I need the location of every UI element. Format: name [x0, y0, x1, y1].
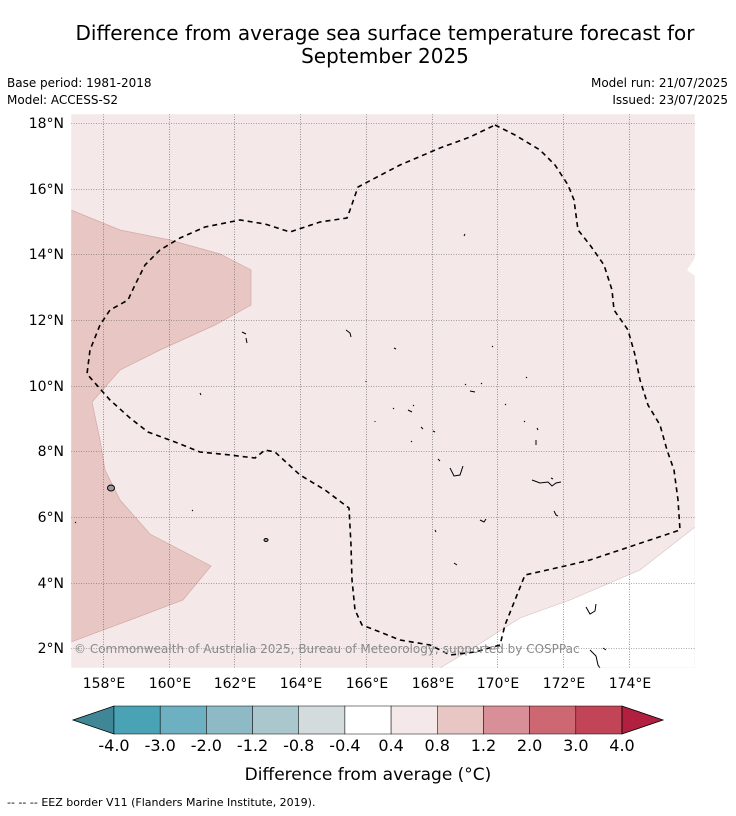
copyright-notice: © Commonwealth of Australia 2025, Bureau…: [74, 642, 580, 656]
issued-date: Issued: 23/07/2025: [612, 93, 728, 107]
colorbar-tick-label: -0.4: [329, 736, 360, 755]
colorbar-segment: [575, 705, 623, 735]
colorbar-tick-label: 1.2: [471, 736, 496, 755]
map-title: Difference from average sea surface temp…: [40, 22, 730, 68]
lat-label: 8°N: [38, 444, 64, 460]
colorbar-segment: [113, 705, 161, 735]
colorbar-tick-label: -4.0: [98, 736, 129, 755]
eez-legend-text: EEZ border V11 (Flanders Marine Institut…: [41, 796, 316, 809]
colorbar-segment: [298, 705, 346, 735]
colorbar-title: Difference from average (°C): [245, 765, 492, 785]
colorbar-tick-label: 0.8: [425, 736, 450, 755]
anomaly-notch: [687, 258, 695, 276]
lat-label: 6°N: [38, 510, 64, 526]
eez-legend-symbol: -- -- --: [7, 796, 38, 809]
lat-label: 2°N: [38, 641, 64, 657]
lat-label: 10°N: [29, 379, 64, 395]
lat-labels: 18°N 16°N 14°N 12°N 10°N 8°N 6°N 4°N 2°N: [29, 116, 64, 657]
colorbar-segment: [437, 705, 484, 735]
colorbar-segment: [159, 705, 207, 735]
eez-border-line: [86, 124, 681, 656]
lat-label: 4°N: [38, 576, 64, 592]
anomaly-fill-medium: [71, 209, 252, 643]
map-frame: [70, 113, 696, 669]
colorbar-segment: [252, 705, 299, 735]
meta-left: Base period: 1981-2018 Model: ACCESS-S2: [7, 75, 152, 109]
colorbar-segment: [483, 705, 530, 735]
lon-label: 166°E: [346, 676, 389, 692]
lon-label: 168°E: [412, 676, 455, 692]
colorbar-tick-label: -1.2: [237, 736, 268, 755]
colorbar-extend-low: [71, 705, 115, 735]
lat-label: 18°N: [29, 116, 64, 132]
colorbar: -4.0 -3.0 -2.0 -1.2 -0.8 -0.4 0.4 0.8 1.2 2.0 3.0 4…: [71, 705, 665, 755]
lon-label: 170°E: [477, 676, 520, 692]
title-line-1: Difference from average sea surface temp…: [75, 21, 695, 45]
colorbar-tick-label: -3.0: [145, 736, 176, 755]
colorbar-segment: [529, 705, 577, 735]
colorbar-segment: [390, 705, 438, 735]
colorbar-tick-label: 3.0: [563, 736, 588, 755]
colorbar-tick-label: 2.0: [517, 736, 542, 755]
lat-label: 12°N: [29, 313, 64, 329]
colorbar-tick-label: -2.0: [191, 736, 222, 755]
colorbar-segment: [344, 705, 392, 735]
lon-label: 174°E: [609, 676, 652, 692]
colorbar-tick-label: 0.4: [378, 736, 403, 755]
model-name: Model: ACCESS-S2: [7, 93, 119, 107]
model-run: Model run: 21/07/2025: [590, 76, 728, 90]
lon-label: 172°E: [543, 676, 586, 692]
map-area: © Commonwealth of Australia 2025, Bureau…: [71, 114, 695, 668]
colorbar-tick-label: 4.0: [609, 736, 634, 755]
base-period: Base period: 1981-2018: [7, 76, 152, 90]
lon-label: 158°E: [83, 676, 126, 692]
lon-label: 164°E: [280, 676, 323, 692]
lon-label: 162°E: [214, 676, 257, 692]
legend-footer: -- -- -- EEZ border V11 (Flanders Marine…: [7, 796, 315, 809]
colorbar-segment: [206, 705, 253, 735]
lon-label: 160°E: [149, 676, 192, 692]
lat-label: 16°N: [29, 182, 64, 198]
lon-labels: 158°E 160°E 162°E 164°E 166°E 168°E 170°…: [83, 676, 652, 692]
meta-right: Model run: 21/07/2025 Issued: 23/07/2025: [591, 75, 728, 109]
lat-label: 14°N: [29, 247, 64, 263]
islands: [74, 233, 607, 668]
colorbar-tick-label: -0.8: [283, 736, 314, 755]
anomaly-fill-neutral: [439, 526, 695, 668]
title-line-2: September 2025: [301, 44, 469, 68]
gridlines: [71, 114, 695, 668]
colorbar-extend-high: [621, 705, 665, 735]
